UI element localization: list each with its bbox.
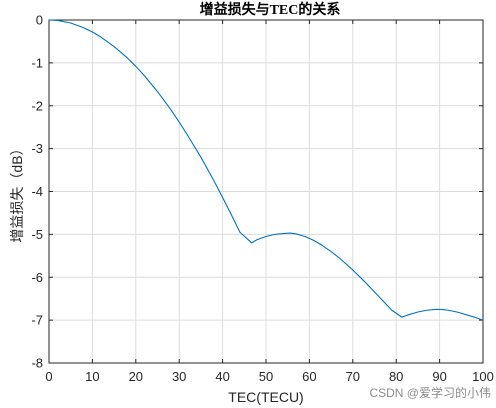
- series-line: [48, 19, 484, 321]
- y-tick-label: -1: [31, 55, 43, 70]
- x-tick-label: 50: [259, 369, 273, 384]
- x-tick-label: 70: [346, 369, 360, 384]
- y-tick-label: -2: [31, 98, 43, 113]
- x-tick-label: 20: [129, 369, 143, 384]
- series-layer: [48, 19, 484, 321]
- y-tick-label: -5: [31, 227, 43, 242]
- y-tick-label: -4: [31, 184, 43, 199]
- x-tick-label: 0: [45, 369, 52, 384]
- y-axis-title: 增益损失（dB）: [9, 141, 25, 242]
- chart-title: 增益损失与TEC的关系: [200, 1, 341, 18]
- axis-ticks: 0 10 20 30 40 50 60 70 80 90 100 0 -1 -2 -3 -4 -5 -6 -7 -8: [31, 13, 493, 385]
- y-tick-label: -7: [31, 313, 43, 328]
- x-tick-label: 60: [302, 369, 316, 384]
- watermark-text: CSDN @爱学习的小伟: [369, 385, 491, 400]
- x-tick-label: 40: [215, 369, 229, 384]
- x-axis-title: TEC(TECU): [228, 389, 303, 405]
- x-tick-label: 10: [85, 369, 99, 384]
- x-tick-label: 100: [472, 369, 494, 384]
- x-tick-label: 80: [389, 369, 403, 384]
- x-tick-label: 90: [432, 369, 446, 384]
- y-tick-label: -8: [31, 356, 43, 371]
- x-tick-label: 30: [172, 369, 186, 384]
- y-tick-label: -6: [31, 270, 43, 285]
- y-tick-label: 0: [36, 13, 43, 28]
- y-tick-label: -3: [31, 141, 43, 156]
